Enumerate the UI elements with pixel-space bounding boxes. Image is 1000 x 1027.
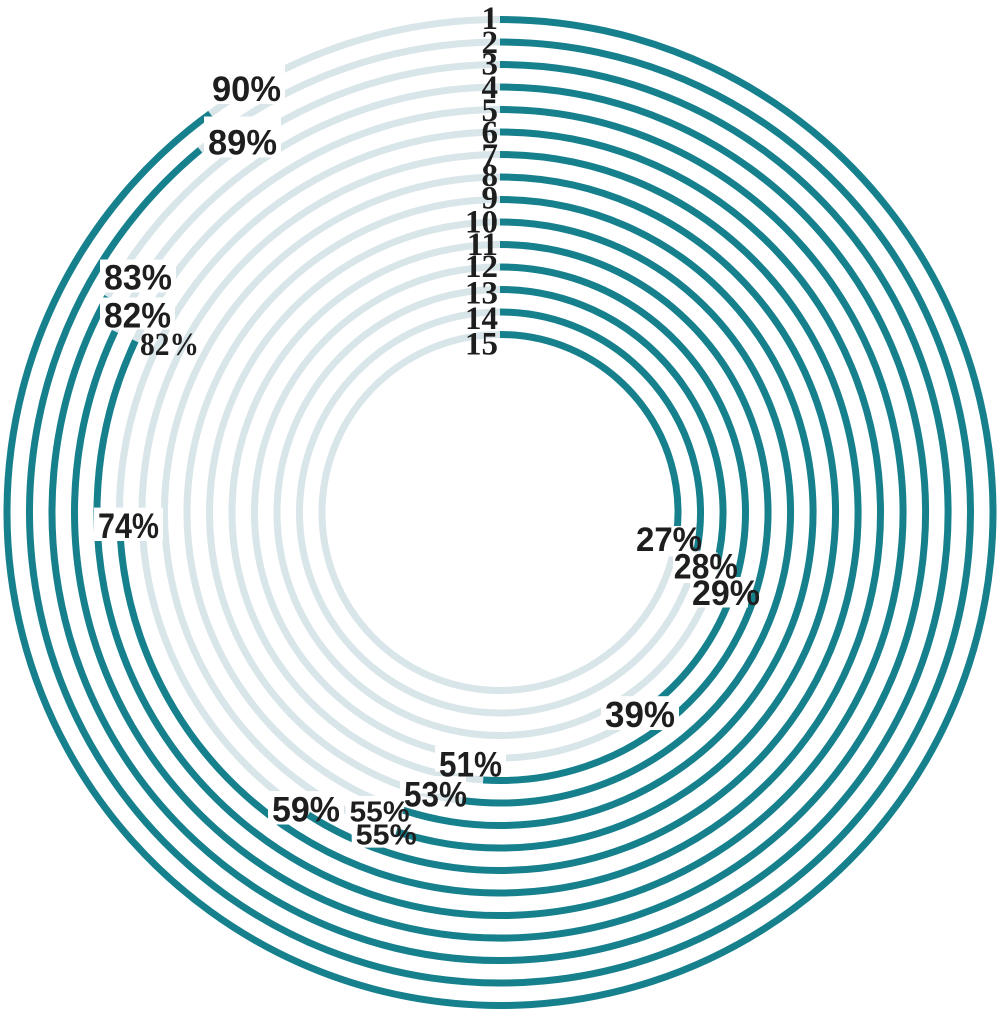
svg-text:2: 2 <box>482 25 499 61</box>
svg-text:59%: 59% <box>272 790 340 830</box>
svg-text:4: 4 <box>482 70 499 106</box>
svg-text:89%: 89% <box>208 124 277 163</box>
svg-text:3: 3 <box>482 47 499 83</box>
svg-text:1: 1 <box>482 1 499 37</box>
svg-text:29%: 29% <box>692 573 760 613</box>
svg-text:8: 8 <box>482 158 499 194</box>
svg-text:15: 15 <box>465 327 498 363</box>
svg-text:55%: 55% <box>350 797 410 829</box>
svg-text:9: 9 <box>482 180 499 216</box>
svg-text:28%: 28% <box>674 547 738 587</box>
svg-text:55%: 55% <box>356 820 417 852</box>
svg-text:5: 5 <box>482 93 499 129</box>
svg-text:74%: 74% <box>98 506 159 546</box>
svg-text:13: 13 <box>465 276 498 312</box>
svg-text:11: 11 <box>467 227 498 263</box>
svg-text:6: 6 <box>482 115 499 151</box>
svg-text:53%: 53% <box>404 775 467 815</box>
svg-text:90%: 90% <box>212 70 281 109</box>
svg-text:83%: 83% <box>104 259 172 298</box>
svg-text:82%: 82% <box>140 326 199 363</box>
svg-text:51%: 51% <box>439 745 502 785</box>
svg-text:39%: 39% <box>605 695 675 735</box>
svg-text:82%: 82% <box>104 297 171 336</box>
svg-text:10: 10 <box>465 205 498 241</box>
svg-text:27%: 27% <box>636 521 702 559</box>
svg-text:7: 7 <box>482 138 499 174</box>
svg-text:14: 14 <box>465 301 498 337</box>
svg-text:12: 12 <box>465 249 498 285</box>
